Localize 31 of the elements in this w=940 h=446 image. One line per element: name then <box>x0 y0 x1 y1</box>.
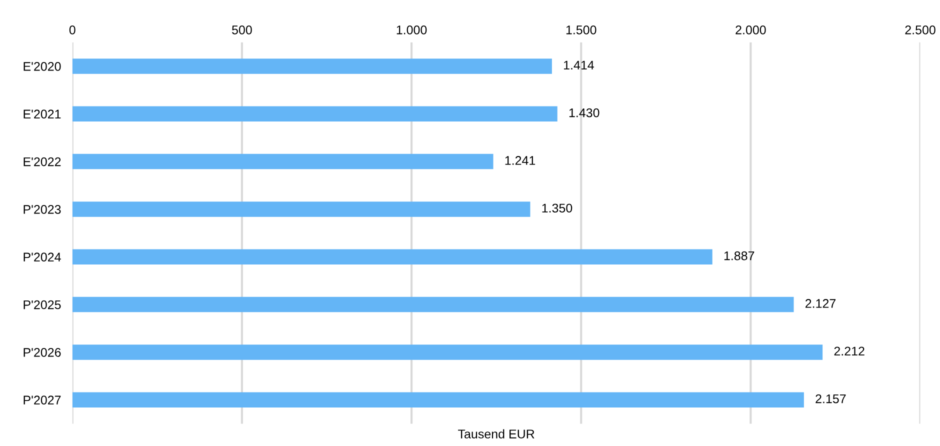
bar <box>72 154 494 170</box>
data-label: 1.241 <box>505 156 536 165</box>
y-tick-label: P'2024 <box>24 252 61 262</box>
x-tick-label: 2.000 <box>736 25 766 34</box>
x-tick-label: 1.000 <box>396 25 427 34</box>
bar <box>72 249 712 264</box>
y-tick-label: P'2025 <box>24 300 61 310</box>
bar <box>72 344 823 360</box>
data-label: 2.127 <box>805 299 836 308</box>
x-tick-label: 2.500 <box>905 25 936 34</box>
bar <box>72 392 804 408</box>
y-tick-label: E'2022 <box>24 157 61 166</box>
bar <box>72 58 552 74</box>
y-tick-label: P'2023 <box>24 205 61 214</box>
bar <box>72 202 530 217</box>
data-label: 1.414 <box>564 60 594 70</box>
data-label: 1.430 <box>569 108 600 118</box>
data-label: 1.887 <box>724 251 754 260</box>
data-label: 2.157 <box>816 394 846 404</box>
bar <box>72 106 558 122</box>
y-tick-label: P'2026 <box>24 348 61 357</box>
y-tick-label: E'2020 <box>24 62 61 71</box>
y-tick-label: P'2027 <box>24 396 61 405</box>
x-axis-title: Tausend EUR <box>458 429 534 438</box>
data-label: 2.212 <box>834 346 864 356</box>
x-tick-label: 1.500 <box>566 25 596 34</box>
y-tick-label: E'2021 <box>24 110 61 119</box>
data-label: 1.350 <box>542 204 572 213</box>
x-tick-label: 500 <box>232 25 252 34</box>
bar <box>72 296 794 312</box>
x-tick-label: 0 <box>69 25 76 34</box>
